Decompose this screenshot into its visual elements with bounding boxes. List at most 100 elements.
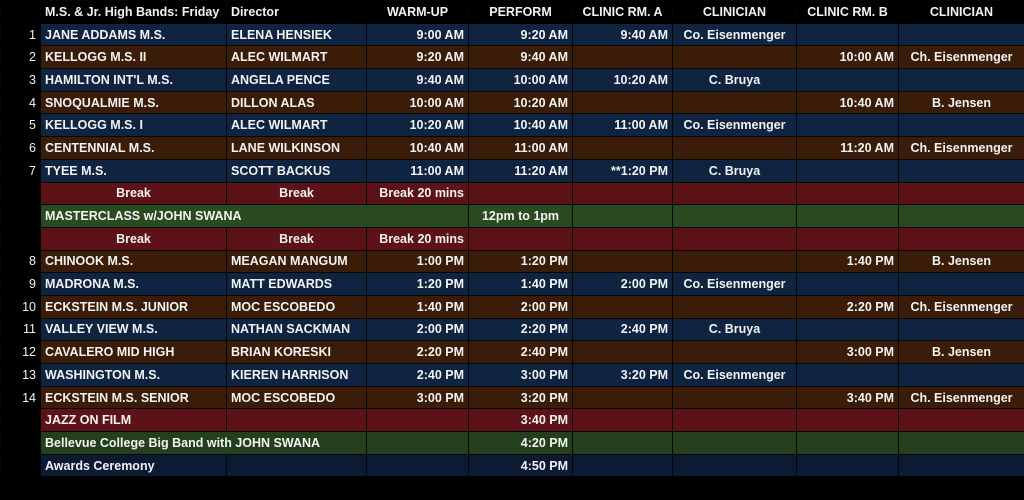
room-a-cell: [572, 90, 673, 115]
empty-cell: [796, 226, 899, 251]
warmup-cell: 1:00 PM: [366, 249, 469, 274]
perform-cell: 3:20 PM: [468, 385, 573, 410]
clinician-a-cell: [672, 249, 797, 274]
break-row: Break Break Break 20 mins: [0, 226, 1024, 251]
room-a-cell: **1:20 PM: [572, 158, 673, 183]
empty-cell: [226, 453, 367, 478]
table-row: 4 SNOQUALMIE M.S. DILLON ALAS 10:00 AM 1…: [0, 90, 1024, 115]
row-number: 12: [0, 340, 41, 364]
row-number: [0, 453, 41, 478]
empty-cell: [898, 226, 1024, 251]
clinician-b-cell: B. Jensen: [898, 90, 1024, 115]
warmup-cell: 3:00 PM: [366, 385, 469, 410]
perform-cell: 1:40 PM: [468, 272, 573, 296]
empty-cell: [898, 181, 1024, 206]
table-row: 6 CENTENNIAL M.S. LANE WILKINSON 10:40 A…: [0, 136, 1024, 160]
event-time: 4:50 PM: [468, 453, 573, 478]
clinician-a-cell: Co. Eisenmenger: [672, 363, 797, 387]
table-row: 12 CAVALERO MID HIGH BRIAN KORESKI 2:20 …: [0, 340, 1024, 364]
row-number: 7: [0, 158, 41, 183]
empty-cell: [572, 226, 673, 251]
room-b-cell: 1:40 PM: [796, 249, 899, 274]
empty-cell: [672, 226, 797, 251]
room-b-cell: [796, 363, 899, 387]
clinician-a-cell: C. Bruya: [672, 158, 797, 183]
empty-cell: [226, 408, 367, 433]
clinician-b-cell: B. Jensen: [898, 340, 1024, 364]
masterclass-time: 12pm to 1pm: [468, 204, 573, 228]
school-cell: KELLOGG M.S. II: [40, 45, 227, 70]
perform-cell: 3:00 PM: [468, 363, 573, 387]
row-number: [0, 408, 41, 433]
room-a-cell: 3:20 PM: [572, 363, 673, 387]
clinician-b-cell: [898, 272, 1024, 296]
table-row: 10 ECKSTEIN M.S. JUNIOR MOC ESCOBEDO 1:4…: [0, 294, 1024, 319]
empty-cell: [672, 431, 797, 455]
row-number: [0, 181, 41, 206]
table-row: 8 CHINOOK M.S. MEAGAN MANGUM 1:00 PM 1:2…: [0, 249, 1024, 274]
header-row: M.S. & Jr. High Bands: Friday Director W…: [0, 0, 1024, 24]
room-b-cell: [796, 317, 899, 342]
empty-cell: [572, 408, 673, 433]
empty-cell: [796, 431, 899, 455]
clinician-a-cell: [672, 45, 797, 70]
empty-cell: [796, 453, 899, 478]
room-b-cell: [796, 22, 899, 47]
school-cell: VALLEY VIEW M.S.: [40, 317, 227, 342]
director-cell: MOC ESCOBEDO: [226, 385, 367, 410]
school-cell: WASHINGTON M.S.: [40, 363, 227, 387]
room-a-cell: 11:00 AM: [572, 113, 673, 138]
school-cell: CAVALERO MID HIGH: [40, 340, 227, 364]
director-cell: MATT EDWARDS: [226, 272, 367, 296]
warmup-cell: 10:00 AM: [366, 90, 469, 115]
row-number: [0, 431, 41, 455]
break-row: Break Break Break 20 mins: [0, 181, 1024, 206]
school-cell: ECKSTEIN M.S. SENIOR: [40, 385, 227, 410]
row-number: 8: [0, 249, 41, 274]
row-number: 13: [0, 363, 41, 387]
perform-cell: 9:40 AM: [468, 45, 573, 70]
room-b-cell: 3:40 PM: [796, 385, 899, 410]
perform-cell: 10:00 AM: [468, 68, 573, 92]
clinician-a-cell: C. Bruya: [672, 317, 797, 342]
clinician-b-cell: [898, 317, 1024, 342]
clinician-b-cell: [898, 158, 1024, 183]
table-row: 1 JANE ADDAMS M.S. ELENA HENSIEK 9:00 AM…: [0, 22, 1024, 47]
director-cell: LANE WILKINSON: [226, 136, 367, 160]
room-a-cell: [572, 249, 673, 274]
event-time: 4:20 PM: [468, 431, 573, 455]
warmup-cell: 10:20 AM: [366, 113, 469, 138]
table-row: 7 TYEE M.S. SCOTT BACKUS 11:00 AM 11:20 …: [0, 158, 1024, 183]
warmup-cell: 1:40 PM: [366, 294, 469, 319]
empty-cell: [796, 181, 899, 206]
school-cell: HAMILTON INT'L M.S.: [40, 68, 227, 92]
room-a-cell: [572, 385, 673, 410]
table-row: 5 KELLOGG M.S. I ALEC WILMART 10:20 AM 1…: [0, 113, 1024, 138]
warmup-cell: 2:40 PM: [366, 363, 469, 387]
director-cell: NATHAN SACKMAN: [226, 317, 367, 342]
empty-cell: [672, 408, 797, 433]
event-row: Bellevue College Big Band with JOHN SWAN…: [0, 431, 1024, 455]
clinician-a-cell: Co. Eisenmenger: [672, 22, 797, 47]
event-time: 3:40 PM: [468, 408, 573, 433]
clinician-b-cell: Ch. Eisenmenger: [898, 294, 1024, 319]
empty-cell: [898, 431, 1024, 455]
row-number: [0, 226, 41, 251]
warmup-cell: 9:00 AM: [366, 22, 469, 47]
row-number: 14: [0, 385, 41, 410]
clinician-b-cell: Ch. Eisenmenger: [898, 136, 1024, 160]
row-number: 10: [0, 294, 41, 319]
empty-cell: [672, 204, 797, 228]
warmup-cell: 10:40 AM: [366, 136, 469, 160]
director-cell: ALEC WILMART: [226, 45, 367, 70]
clinician-b-cell: [898, 363, 1024, 387]
room-a-cell: [572, 45, 673, 70]
header-clinician-b: CLINICIAN: [898, 0, 1024, 24]
clinician-a-cell: [672, 90, 797, 115]
school-cell: CHINOOK M.S.: [40, 249, 227, 274]
row-number: 5: [0, 113, 41, 138]
clinician-a-cell: [672, 385, 797, 410]
warmup-cell: 9:40 AM: [366, 68, 469, 92]
room-b-cell: [796, 158, 899, 183]
break-duration: Break 20 mins: [366, 181, 469, 206]
